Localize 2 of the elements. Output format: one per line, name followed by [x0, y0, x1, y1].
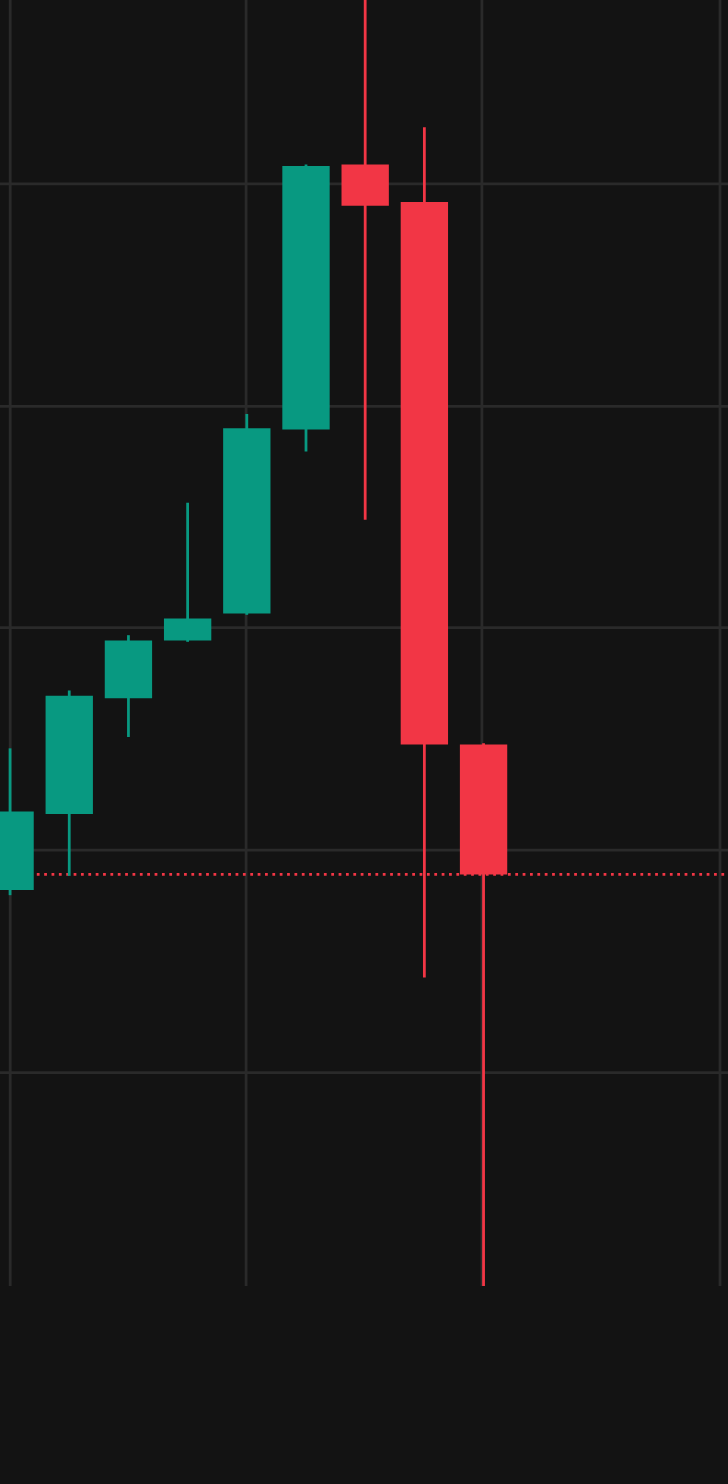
candlestick	[163, 502, 212, 642]
candlestick	[341, 0, 389, 520]
